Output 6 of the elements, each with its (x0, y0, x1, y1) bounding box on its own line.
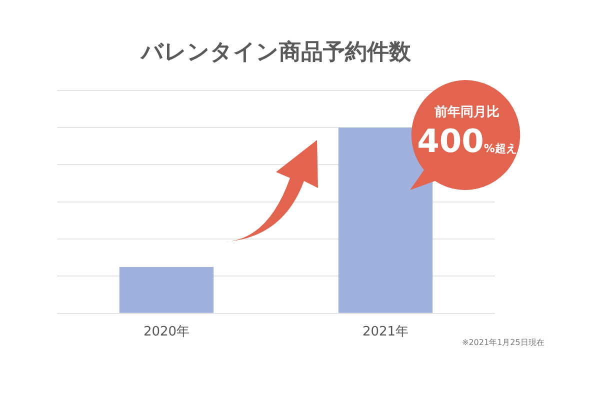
x-tick-label: 2020年 (143, 324, 190, 340)
chart-title: バレンタイン商品予約件数 (139, 38, 412, 65)
text: ※2021年1月25日現在 (462, 337, 544, 348)
annotation: 400%超え (417, 122, 517, 160)
text: 前年同月比 (434, 104, 500, 121)
x-tick-label: 2021年 (362, 324, 409, 340)
